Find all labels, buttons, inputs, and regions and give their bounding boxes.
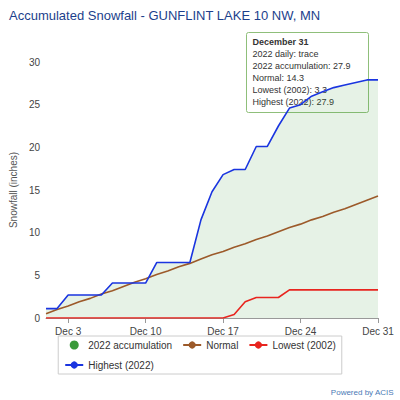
svg-text:15: 15 xyxy=(29,185,41,196)
svg-text:December 31: December 31 xyxy=(253,37,309,47)
svg-text:10: 10 xyxy=(29,227,41,238)
svg-text:2022 accumulation: 2022 accumulation xyxy=(88,340,172,351)
svg-text:20: 20 xyxy=(29,142,41,153)
svg-text:Dec 10: Dec 10 xyxy=(130,326,162,337)
svg-text:5: 5 xyxy=(34,270,40,281)
svg-text:2022 accumulation: 27.9: 2022 accumulation: 27.9 xyxy=(253,61,351,71)
svg-text:Dec 17: Dec 17 xyxy=(207,326,239,337)
svg-text:Highest (2022): 27.9: Highest (2022): 27.9 xyxy=(252,97,335,107)
svg-text:Dec 31: Dec 31 xyxy=(362,326,394,337)
svg-text:Accumulated Snowfall - GUNFLIN: Accumulated Snowfall - GUNFLINT LAKE 10 … xyxy=(9,8,320,23)
svg-text:25: 25 xyxy=(29,99,41,110)
svg-text:2022 daily: trace: 2022 daily: trace xyxy=(253,49,319,59)
svg-text:Dec 3: Dec 3 xyxy=(55,326,82,337)
svg-text:Powered by ACIS: Powered by ACIS xyxy=(331,388,394,397)
svg-text:0: 0 xyxy=(34,313,40,324)
svg-text:Lowest (2002): Lowest (2002) xyxy=(272,340,335,351)
svg-text:30: 30 xyxy=(29,57,41,68)
svg-text:Dec 24: Dec 24 xyxy=(285,326,317,337)
svg-text:Snowfall (inches): Snowfall (inches) xyxy=(8,152,19,228)
svg-text:Normal: Normal xyxy=(206,340,238,351)
svg-text:Normal: 14.3: Normal: 14.3 xyxy=(253,73,305,83)
svg-text:Lowest (2002): 3.3: Lowest (2002): 3.3 xyxy=(253,85,328,95)
svg-text:Highest (2022): Highest (2022) xyxy=(88,360,154,371)
